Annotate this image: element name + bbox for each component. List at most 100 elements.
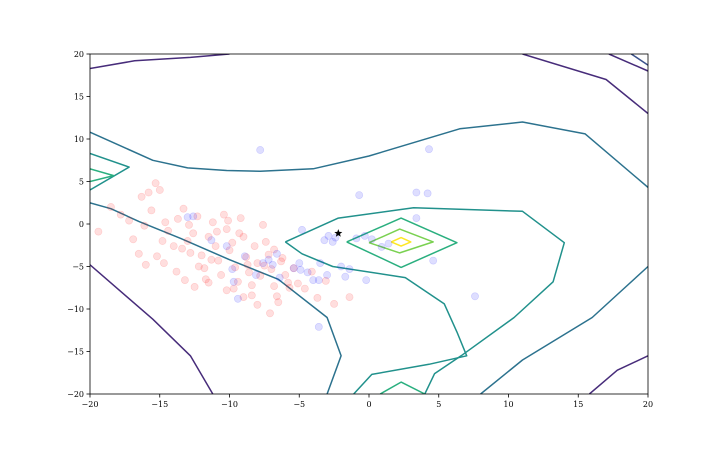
- scatter-point: [425, 145, 433, 154]
- scatter-point: [341, 272, 350, 281]
- scatter-point: [178, 244, 186, 253]
- highlight-marker: [334, 229, 343, 237]
- scatter-point: [277, 257, 285, 266]
- scatter-point: [231, 263, 239, 272]
- scatter-point: [125, 216, 134, 225]
- x-axis: −20 −15 −10 −5 0 5 10 15 20: [82, 394, 653, 409]
- scatter-point: [316, 259, 325, 267]
- scatter-point: [193, 212, 202, 221]
- scatter-point: [242, 253, 251, 261]
- scatter-point: [275, 273, 284, 282]
- y-tick-label: −10: [67, 305, 84, 314]
- scatter-point: [307, 267, 316, 276]
- scatter-point: [429, 256, 438, 265]
- scatter-point: [289, 264, 298, 273]
- contour-line-level-5-0: [368, 228, 434, 254]
- x-tick-label: −20: [82, 400, 99, 409]
- scatter-point: [281, 271, 290, 279]
- scatter-point: [261, 237, 270, 246]
- scatter-point: [471, 292, 479, 301]
- scatter-point: [240, 252, 249, 261]
- scatter-point: [252, 271, 260, 279]
- scatter-point: [233, 294, 242, 303]
- scatter-point: [253, 259, 262, 267]
- scatter-point: [314, 322, 323, 331]
- scatter-point: [321, 276, 330, 285]
- scatter-point: [180, 276, 189, 284]
- scatter-point: [236, 214, 245, 222]
- scatter-point: [189, 212, 198, 221]
- scatter-point: [222, 286, 231, 295]
- scatter-point: [194, 262, 203, 271]
- scatter-point: [217, 271, 225, 279]
- scatter-point: [190, 282, 199, 291]
- scatter-point: [172, 267, 181, 276]
- scatter-point: [153, 252, 161, 261]
- contour-line-level-0-3: [608, 54, 648, 72]
- scatter-point: [147, 206, 156, 215]
- y-tick-label: −20: [67, 390, 84, 399]
- scatter-point: [185, 220, 193, 229]
- scatter-point: [270, 245, 278, 254]
- scatter-point: [197, 251, 206, 260]
- scatter-point: [207, 236, 216, 245]
- y-tick-label: 15: [74, 93, 84, 102]
- scatter-point: [200, 264, 209, 273]
- contour-line-level-3-0: [90, 152, 130, 191]
- scatter-point: [208, 218, 217, 227]
- scatter-point: [214, 256, 223, 265]
- scatter-point: [233, 277, 242, 286]
- contour-line-level-4-1: [346, 217, 458, 269]
- scatter-point: [328, 237, 337, 246]
- scatter-point: [314, 276, 323, 284]
- scatter-point: [270, 282, 278, 290]
- scatter-point: [296, 265, 305, 274]
- scatter-point: [309, 276, 318, 284]
- scatter-point: [228, 238, 237, 247]
- contour-line-level-1-0: [630, 54, 648, 66]
- y-tick-label: 0: [79, 220, 84, 229]
- scatter-point: [158, 237, 167, 245]
- scatter-point: [207, 255, 216, 264]
- scatter-point: [324, 231, 333, 240]
- scatter-point: [264, 250, 273, 259]
- scatter-point: [260, 261, 269, 270]
- scatter-point: [293, 279, 302, 288]
- y-tick-label: 20: [74, 50, 84, 59]
- scatter-point: [116, 210, 125, 219]
- scatter-point: [247, 281, 256, 290]
- contour-line-level-2-1: [90, 202, 342, 394]
- scatter-point: [330, 299, 338, 308]
- x-tick-label: 20: [643, 400, 653, 409]
- x-tick-label: −15: [151, 400, 168, 409]
- scatter-point: [94, 227, 103, 236]
- x-tick-label: −10: [221, 400, 238, 409]
- contour-line-level-2-2: [480, 265, 648, 394]
- contour-line-level-2-0: [90, 121, 648, 188]
- scatter-point: [189, 229, 198, 238]
- scatter-point: [228, 265, 237, 273]
- scatter-point: [274, 298, 283, 307]
- contour-line-level-0-2: [522, 54, 648, 115]
- scatter-point: [183, 237, 192, 245]
- scatter-point: [225, 246, 234, 255]
- scatter-point: [186, 248, 195, 257]
- scatter-point: [272, 292, 281, 301]
- scatter-point: [173, 214, 182, 223]
- contour-line-level-6-0: [390, 236, 412, 247]
- scatter-point: [151, 179, 160, 188]
- scatter-point: [159, 259, 168, 267]
- scatter-point: [295, 259, 304, 267]
- scatter-point: [259, 220, 267, 229]
- scatter-point: [243, 260, 252, 269]
- scatter-point: [345, 265, 354, 273]
- scatter-point: [211, 242, 220, 250]
- contour-line-level-0-0: [90, 54, 230, 70]
- scatter-point: [362, 276, 371, 284]
- scatter-point: [289, 264, 298, 273]
- x-tick-label: 5: [436, 400, 441, 409]
- scatter-point: [423, 189, 432, 198]
- scatter-point: [224, 216, 232, 225]
- plot-area: [89, 53, 649, 395]
